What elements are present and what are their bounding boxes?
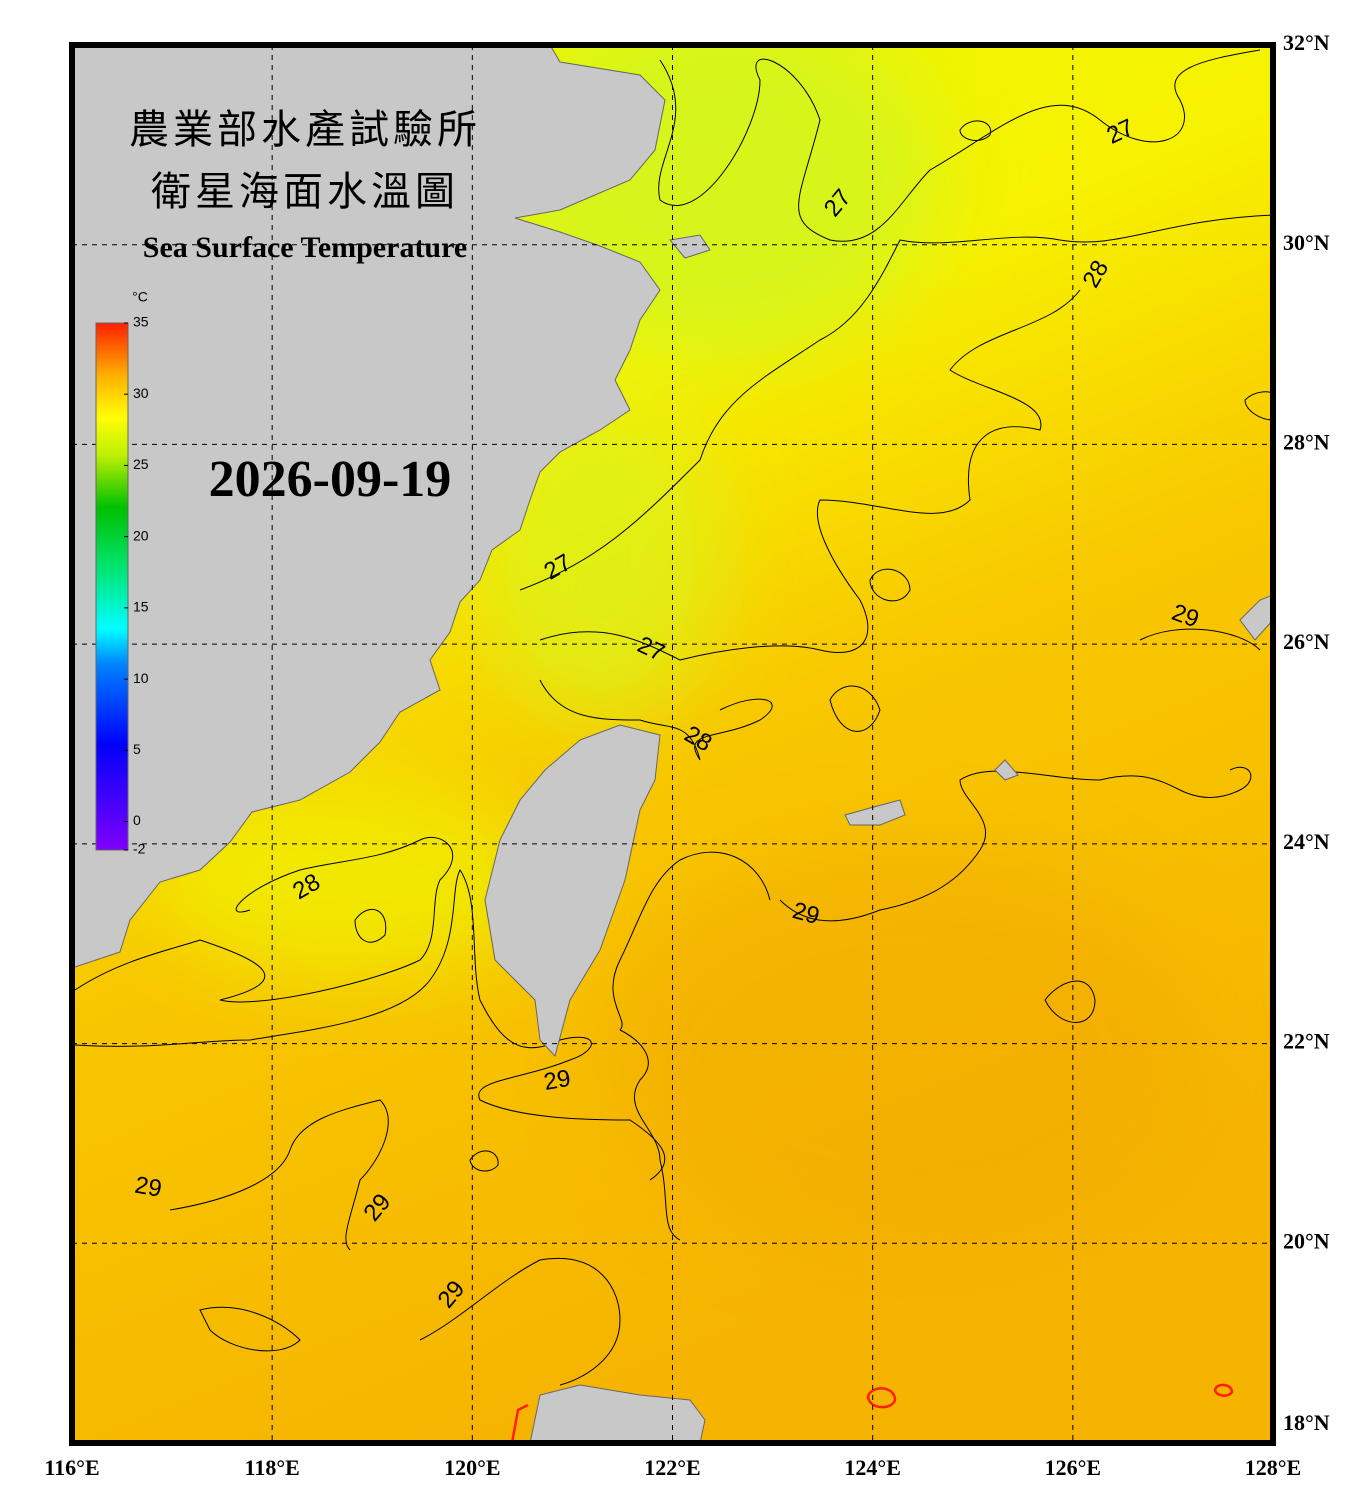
map-frame (69, 42, 1276, 1446)
title-en: Sea Surface Temperature (143, 231, 467, 264)
colorbar-tick-label: 20 (133, 527, 149, 543)
colorbar-tick-label: 15 (133, 599, 149, 615)
y-tick-label: 26°N (1283, 629, 1330, 654)
title-zh: 農業部水產試驗所 (129, 107, 481, 152)
subtitle-zh: 衛星海面水溫圖 (151, 169, 459, 214)
colorbar-unit: °C (132, 289, 148, 305)
y-tick-label: 20°N (1283, 1228, 1330, 1253)
x-tick-label: 118°E (245, 1455, 300, 1480)
colorbar-tick-label: 35 (133, 314, 149, 330)
contours (74, 49, 1273, 1443)
colorbar (95, 322, 129, 851)
y-tick-label: 28°N (1283, 429, 1330, 454)
x-tick-label: 126°E (1045, 1455, 1101, 1480)
land (72, 45, 1273, 1443)
x-tick-label: 120°E (444, 1455, 500, 1480)
y-tick-label: 32°N (1283, 30, 1330, 55)
luzon (529, 1384, 706, 1443)
colorbar-tick-label: 0 (133, 812, 141, 828)
contour-red (510, 1403, 529, 1443)
colorbar-tick-label: 10 (133, 670, 149, 686)
y-tick-label: 18°N (1283, 1410, 1330, 1435)
contour-red (1213, 1383, 1234, 1397)
china-coast (72, 45, 666, 969)
x-tick-label: 124°E (844, 1455, 900, 1480)
contour-label: 29 (542, 1065, 573, 1096)
contour-red (866, 1387, 897, 1409)
contour-label: 29 (133, 1172, 164, 1203)
y-tick-label: 24°N (1283, 829, 1330, 854)
x-tick-label: 128°E (1245, 1455, 1301, 1480)
islands (669, 234, 1273, 826)
y-tick-label: 22°N (1283, 1029, 1330, 1054)
y-tick-label: 30°N (1283, 230, 1330, 255)
colorbar-tick-label: 30 (133, 385, 149, 401)
colorbar-tick-label: 25 (133, 456, 149, 472)
taiwan (484, 724, 661, 1057)
x-tick-label: 116°E (44, 1455, 99, 1480)
date: 2026-09-19 (209, 451, 452, 508)
x-tick-label: 122°E (644, 1455, 700, 1480)
colorbar-tick-label: 5 (133, 741, 141, 757)
colorbar-tick-label: -2 (133, 841, 146, 857)
